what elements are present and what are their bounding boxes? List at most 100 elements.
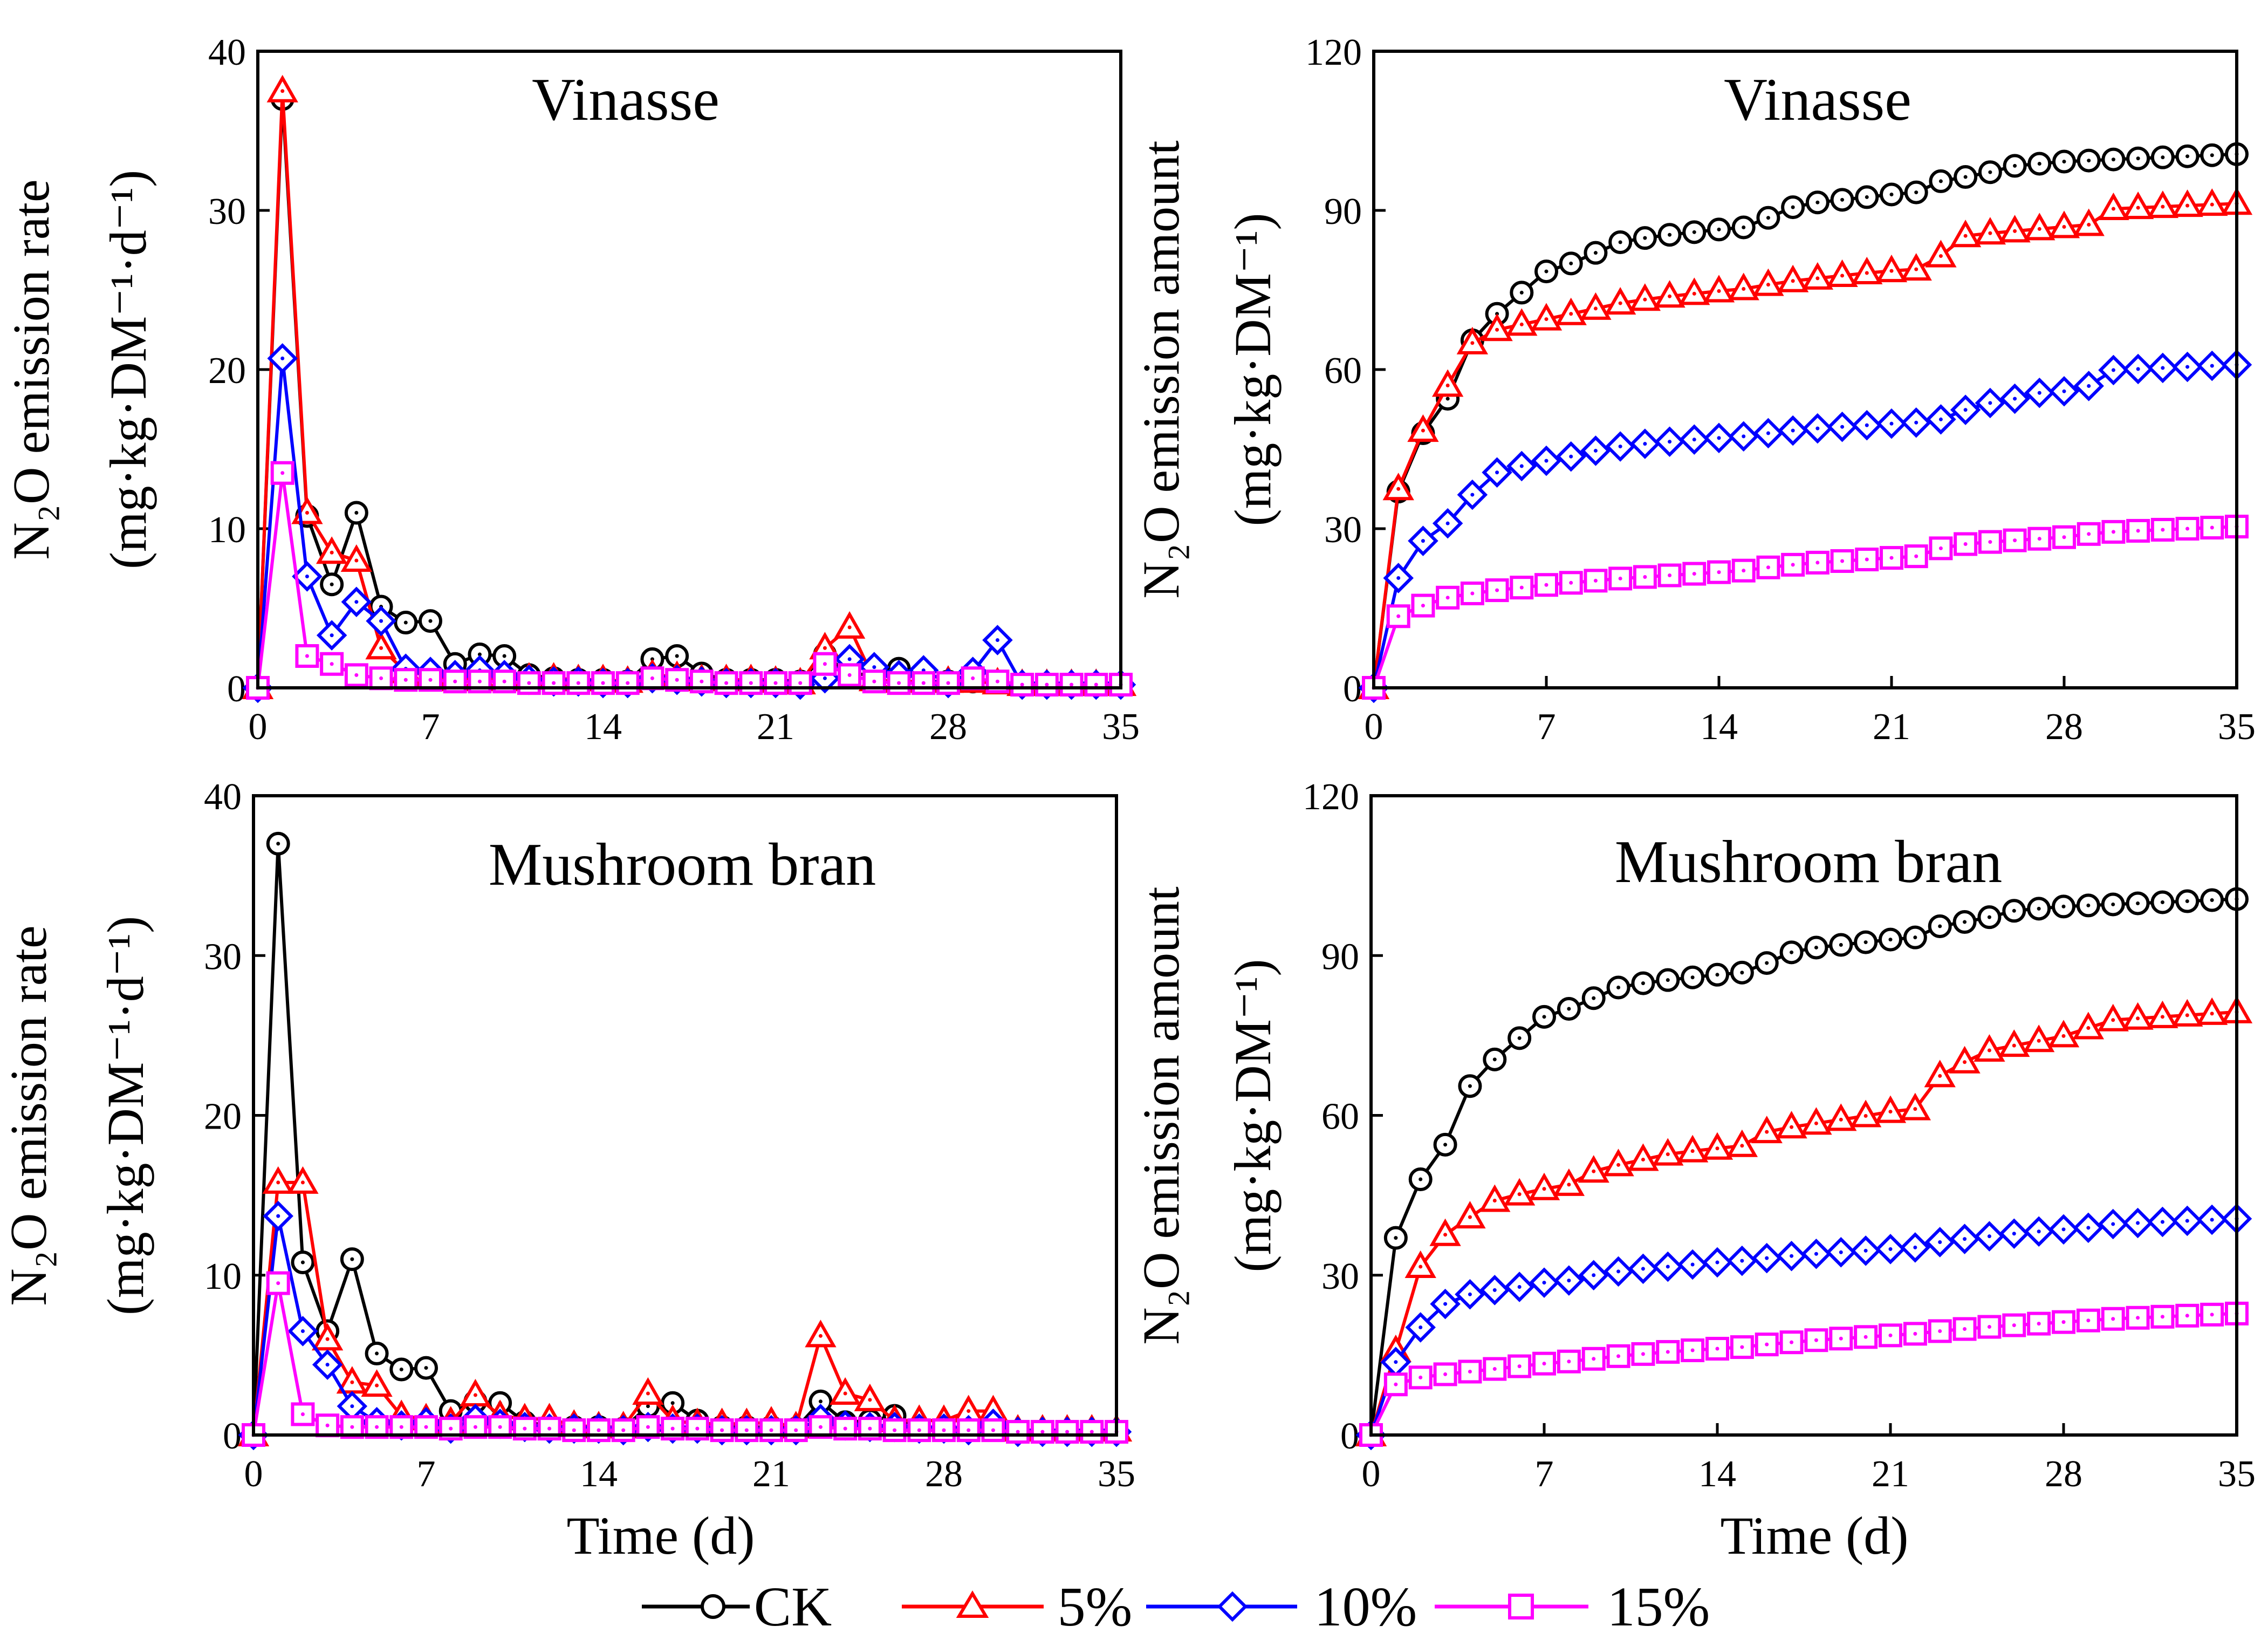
marker-dot-10pct: [1643, 442, 1647, 446]
marker-dot-15pct: [1445, 596, 1450, 600]
x-tick-label: 0: [249, 706, 268, 748]
marker-dot-15pct: [1717, 570, 1721, 575]
marker-dot-15pct: [2087, 532, 2091, 536]
marker-dot-15pct: [2185, 1314, 2189, 1318]
marker-dot-10pct: [2210, 1218, 2214, 1222]
marker-dot-10pct: [1889, 421, 1894, 426]
marker-dot-5pct: [2061, 1034, 2066, 1038]
x-tick-label: 7: [1535, 1453, 1554, 1495]
marker-dot-15pct: [626, 681, 630, 685]
x-tick-label: 21: [757, 706, 794, 748]
marker-dot-15pct: [1492, 1367, 1497, 1371]
marker-15pct: [784, 1418, 808, 1443]
marker-dot-15pct: [991, 1428, 995, 1432]
y-tick-label: 30: [1324, 509, 1362, 551]
marker-dot-5pct: [1643, 297, 1647, 302]
marker-dot-ck: [1988, 170, 1992, 174]
marker-dot-5pct: [2037, 227, 2041, 231]
marker-dot-10pct: [2210, 364, 2214, 368]
marker-dot-15pct: [1495, 588, 1499, 592]
marker-dot-5pct: [2210, 1012, 2214, 1016]
ylabel-line2: (mg·kg·DM⁻¹·d⁻¹): [99, 170, 157, 569]
marker-dot-5pct: [2185, 1013, 2189, 1017]
marker-dot-10pct: [1814, 1252, 1818, 1256]
marker-dot-10pct: [2037, 1229, 2041, 1234]
marker-dot-ck: [1815, 200, 1820, 204]
ylabel-line1: N₂O emission rate: [2, 179, 60, 559]
marker-dot-ck: [2062, 160, 2066, 164]
marker-dot-15pct: [2111, 1317, 2115, 1321]
marker-dot-5pct: [2013, 229, 2017, 233]
marker-dot-15pct: [325, 1423, 330, 1427]
marker-dot-15pct: [646, 1425, 650, 1429]
marker-dot-10pct: [2111, 368, 2115, 372]
marker-dot-15pct: [1016, 1430, 1020, 1434]
marker-dot-15pct: [350, 1425, 354, 1429]
marker-dot-10pct: [2087, 384, 2091, 388]
marker-dot-15pct: [823, 662, 827, 666]
marker-dot-15pct: [1544, 583, 1548, 587]
marker-dot-5pct: [1470, 341, 1475, 345]
marker-dot-5pct: [473, 1393, 477, 1397]
marker-dot-10pct: [2111, 1222, 2115, 1226]
marker-dot-ck: [424, 1366, 428, 1370]
marker-dot-5pct: [1593, 306, 1598, 311]
marker-dot-ck: [2013, 163, 2017, 168]
marker-dot-15pct: [946, 681, 950, 685]
marker-dot-15pct: [1641, 1352, 1645, 1356]
marker-dot-10pct: [330, 633, 334, 638]
frame-vinasse-rate: [256, 50, 1122, 689]
marker-dot-15pct: [917, 1428, 921, 1432]
marker-15pct: [591, 671, 615, 695]
marker-dot-15pct: [300, 1412, 305, 1416]
marker-dot-15pct: [2037, 537, 2041, 541]
marker-dot-5pct: [1889, 269, 1894, 273]
legend-marker-15: [1508, 1594, 1534, 1620]
marker-dot-ck: [2136, 901, 2140, 905]
marker-dot-5pct: [2062, 224, 2066, 229]
marker-dot-10pct: [1790, 1254, 1794, 1258]
marker-dot-15pct: [424, 1425, 428, 1429]
marker-dot-ck: [2086, 903, 2091, 907]
marker-dot-5pct: [1814, 1121, 1818, 1125]
marker-dot-10pct: [872, 665, 876, 669]
marker-dot-15pct: [1468, 1369, 1472, 1374]
x-tick-label: 21: [752, 1453, 790, 1495]
x-tick-label: 35: [2218, 1453, 2256, 1495]
marker-dot-15pct: [1040, 1430, 1045, 1434]
marker-dot-15pct: [276, 1281, 280, 1286]
marker-15pct: [1581, 1347, 1606, 1371]
legend-label-15: 15%: [1607, 1576, 1710, 1638]
marker-dot-15pct: [744, 1428, 749, 1432]
marker-dot-5pct: [1519, 322, 1524, 326]
ylabel-vinasse-amount-units: (mg·kg·DM⁻¹): [1224, 213, 1282, 527]
marker-dot-10pct: [1717, 436, 1721, 440]
marker-dot-10pct: [350, 1404, 354, 1409]
title-mushroom-amount: Mushroom bran: [1615, 829, 2003, 896]
marker-dot-ck: [646, 1404, 650, 1409]
marker-dot-15pct: [1643, 575, 1647, 579]
marker-dot-ck: [1569, 261, 1573, 265]
x-tick-label: 35: [1098, 1453, 1135, 1495]
marker-dot-ck: [1840, 197, 1845, 202]
y-tick-label: 40: [208, 32, 246, 73]
marker-dot-15pct: [2185, 527, 2190, 531]
series-line-5pct: [1372, 202, 2237, 688]
marker-dot-ck: [399, 1368, 403, 1372]
marker-dot-ck: [2185, 154, 2190, 159]
marker-15pct: [320, 652, 344, 676]
marker-dot-15pct: [576, 681, 580, 685]
marker-15pct: [1681, 1338, 1705, 1362]
marker-dot-15pct: [2161, 528, 2165, 532]
marker-dot-5pct: [2111, 207, 2115, 211]
marker-dot-ck: [2012, 908, 2016, 913]
marker-dot-15pct: [868, 1426, 872, 1431]
marker-dot-10pct: [1542, 1281, 1546, 1285]
marker-dot-10pct: [1445, 521, 1450, 525]
marker-dot-10pct: [2012, 1232, 2016, 1236]
marker-15pct: [882, 1418, 907, 1443]
marker-dot-ck: [2061, 904, 2066, 908]
ylabel-mushroom-amount: N₂O emission amount: [1132, 886, 1190, 1345]
marker-dot-ck: [477, 652, 482, 657]
marker-dot-5pct: [823, 646, 827, 650]
